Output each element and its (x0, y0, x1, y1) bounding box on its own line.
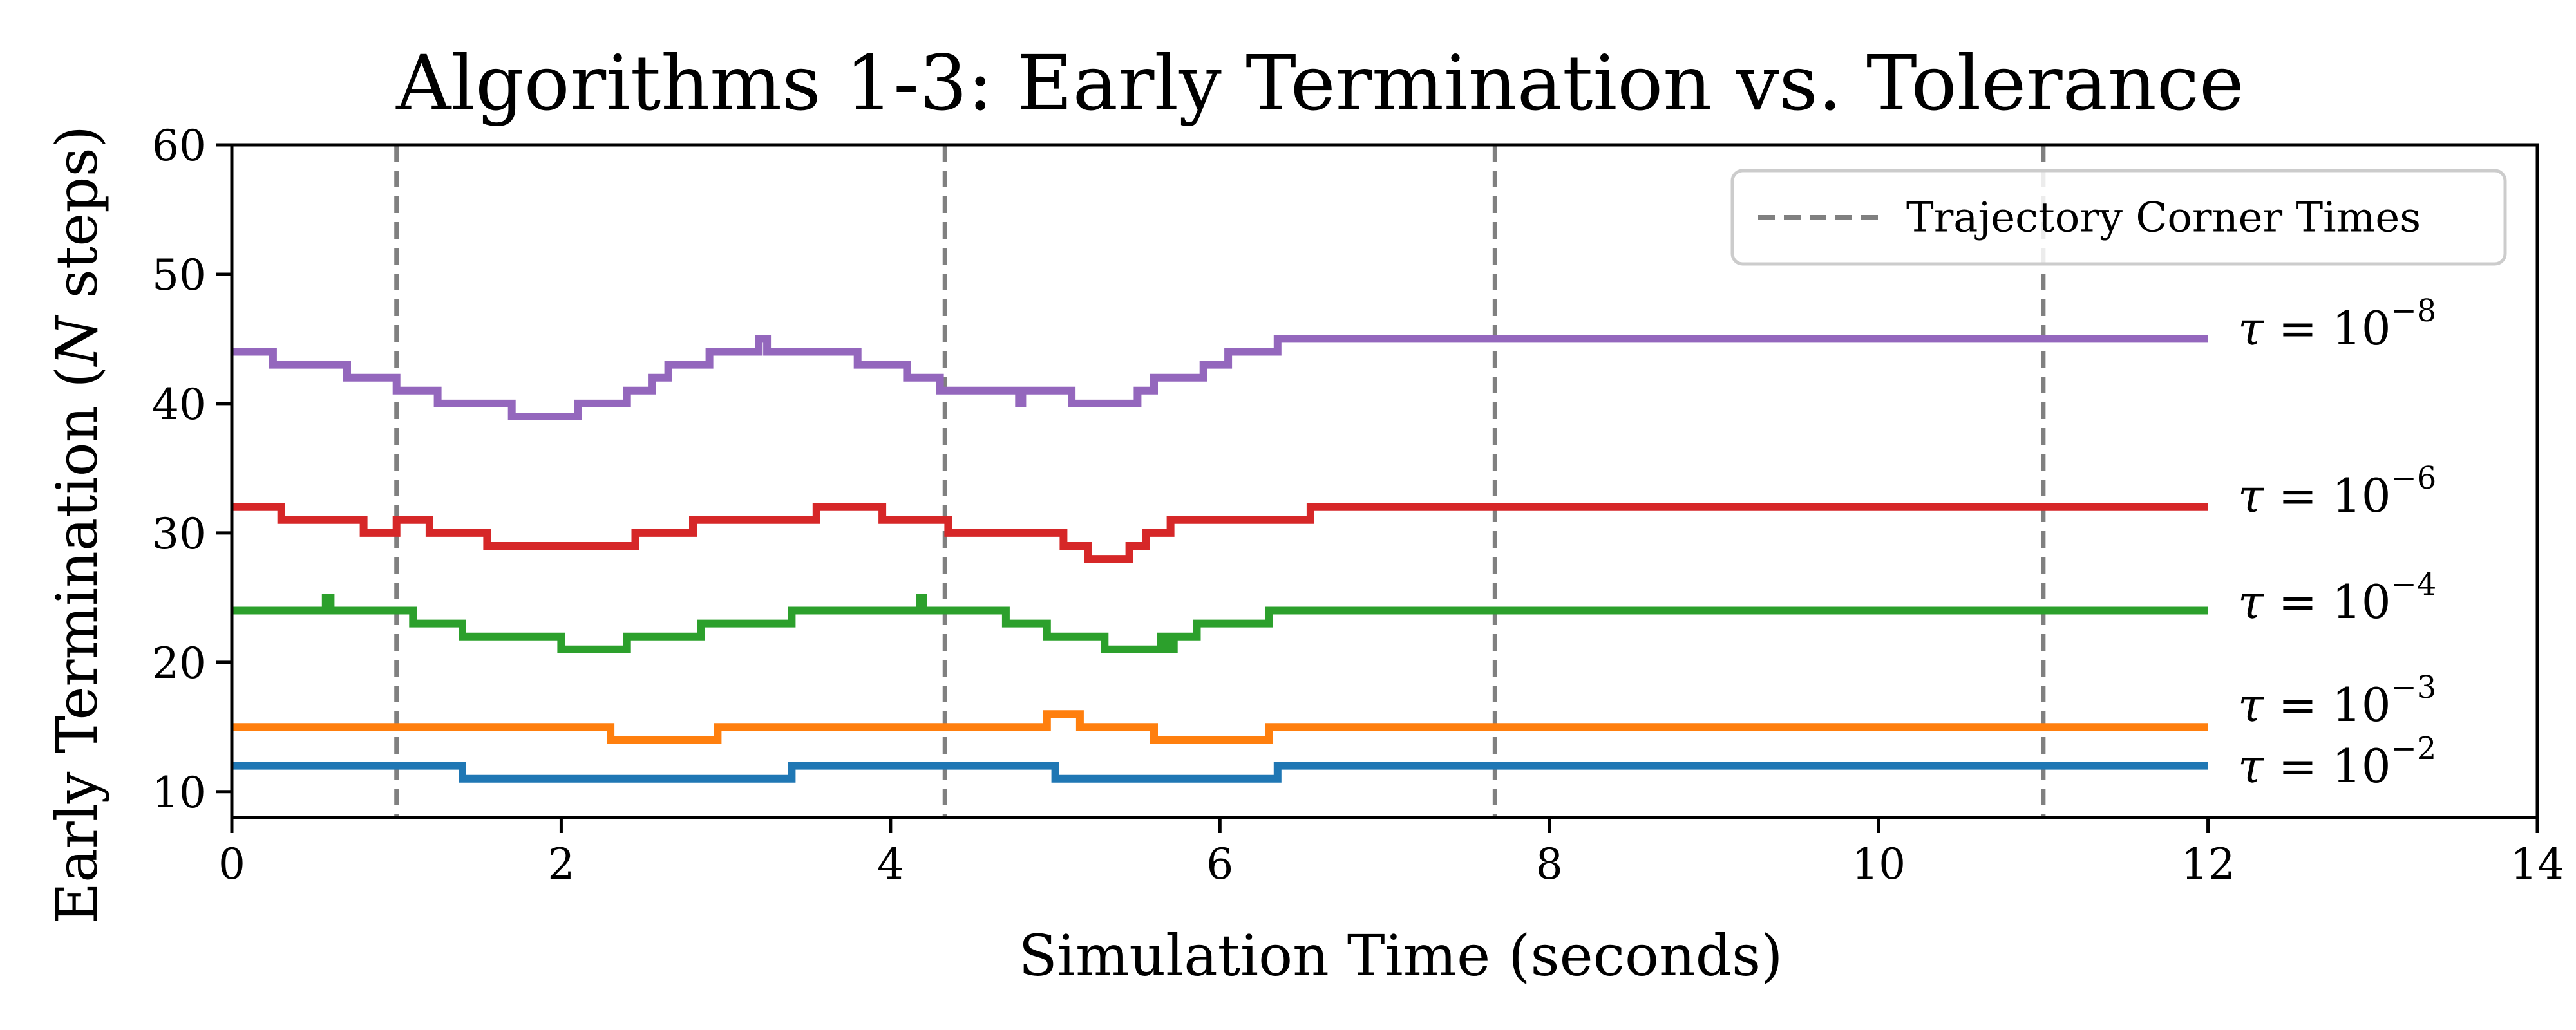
svg-text:Early Termination (N steps): Early Termination (N steps) (44, 126, 110, 924)
series-line-1 (232, 503, 2208, 563)
series-label-2: τ = 10−4 (2238, 566, 2436, 629)
series-label-0: τ = 10−8 (2238, 293, 2436, 355)
x-tick-label-0: 0 (218, 839, 245, 889)
y-tick-label-0: 10 (152, 768, 206, 818)
x-tick-label-1: 2 (547, 839, 574, 889)
x-tick-label-2: 4 (877, 839, 904, 889)
y-tick-label-1: 20 (152, 639, 206, 688)
y-axis-label-prefix: Early Termination ( (44, 366, 110, 924)
series-label-3: τ = 10−3 (2238, 670, 2436, 732)
series-line-3 (232, 710, 2208, 744)
x-tick-label-4: 8 (1536, 839, 1563, 889)
x-tick-label-6: 12 (2181, 839, 2235, 889)
legend-box (1730, 169, 2507, 266)
y-axis-label-var: N (44, 314, 110, 367)
x-tick-label-3: 6 (1206, 839, 1233, 889)
x-axis-label: Simulation Time (seconds) (1019, 922, 1783, 989)
series-label-4: τ = 10−2 (2238, 731, 2436, 793)
series-line-0 (232, 335, 2208, 420)
chart-title: Algorithms 1-3: Early Termination vs. To… (395, 39, 2244, 127)
series-labels: τ = 10−8 τ = 10−6 τ = 10−4 τ = 10−3τ = 10−2 (2238, 293, 2436, 793)
y-tick-label-4: 50 (152, 250, 206, 300)
legend-label: Trajectory Corner Times (1906, 194, 2421, 242)
y-tick-label-3: 40 (152, 380, 206, 429)
series-line-4 (232, 762, 2208, 783)
series-line-2 (232, 594, 2208, 653)
y-axis-label-suffix: steps) (44, 126, 110, 316)
plot-area: 0 2 4 6 8 10 12 14 10 20 30 40 50 60 (152, 121, 2564, 889)
x-tick-label-5: 10 (1852, 839, 1906, 889)
legend: Trajectory Corner Times (1730, 169, 2507, 266)
y-axis-label: Early Termination (N steps) (44, 126, 110, 924)
y-tick-label-5: 60 (152, 121, 206, 171)
y-tick-label-2: 30 (152, 509, 206, 559)
series-label-1: τ = 10−6 (2238, 460, 2436, 523)
x-tick-label-7: 14 (2510, 839, 2564, 889)
axes-frame (230, 143, 2539, 819)
